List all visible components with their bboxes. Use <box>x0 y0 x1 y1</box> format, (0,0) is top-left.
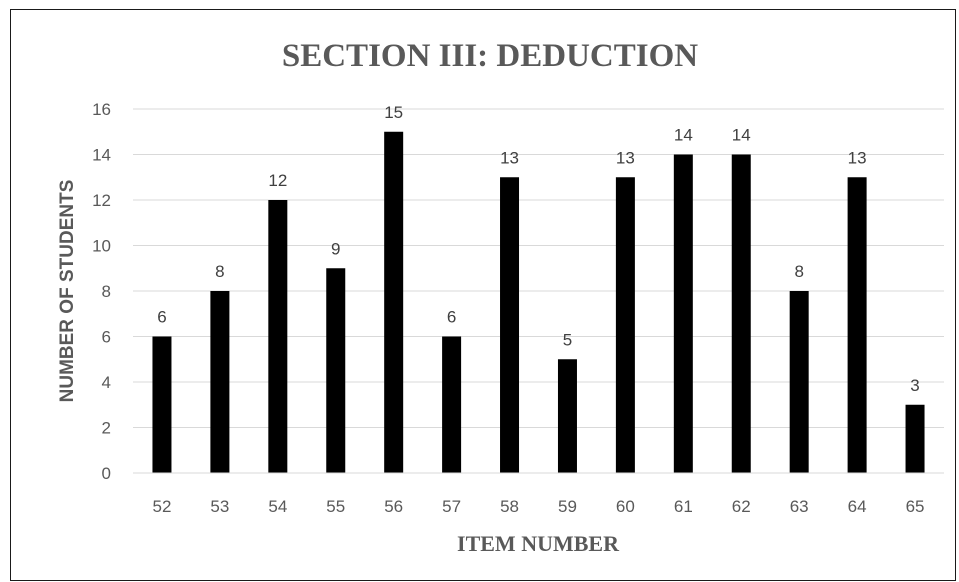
bar-58 <box>500 177 520 473</box>
data-label-58: 13 <box>500 148 519 167</box>
y-tick-label: 8 <box>102 282 111 301</box>
data-label-55: 9 <box>331 239 340 258</box>
y-tick-label: 2 <box>102 419 111 438</box>
y-tick-label: 6 <box>102 328 111 347</box>
bar-55 <box>326 268 346 473</box>
bar-53 <box>210 291 230 473</box>
data-labels: 6 8 12 9 15 6 13 5 13 14 14 8 13 3 <box>157 103 920 395</box>
x-tick-label: 63 <box>790 497 809 516</box>
data-label-56: 15 <box>384 103 403 122</box>
chart-title: SECTION III: DEDUCTION <box>282 38 698 74</box>
data-label-62: 14 <box>732 126 751 145</box>
y-tick-label: 10 <box>92 237 111 256</box>
data-label-61: 14 <box>674 126 693 145</box>
x-tick-label: 60 <box>616 497 635 516</box>
x-tick-label: 52 <box>153 497 172 516</box>
data-label-52: 6 <box>157 308 166 327</box>
x-tick-label: 64 <box>848 497 867 516</box>
y-tick-label: 16 <box>92 100 111 119</box>
bar-62 <box>731 154 751 473</box>
y-tick-label: 12 <box>92 191 111 210</box>
data-label-53: 8 <box>215 262 224 281</box>
bars <box>152 131 925 473</box>
bar-57 <box>442 336 462 473</box>
x-axis-ticks: 52 53 54 55 56 57 58 59 60 61 62 63 64 65 <box>153 497 925 516</box>
data-label-65: 3 <box>910 376 919 395</box>
x-tick-label: 55 <box>326 497 345 516</box>
x-tick-label: 53 <box>210 497 229 516</box>
y-axis-ticks: 0 2 4 6 8 10 12 14 16 <box>92 100 111 483</box>
bar-64 <box>847 177 867 473</box>
gridlines <box>133 108 944 428</box>
x-tick-label: 56 <box>384 497 403 516</box>
y-tick-label: 4 <box>102 373 111 392</box>
data-label-60: 13 <box>616 148 635 167</box>
data-label-57: 6 <box>447 308 456 327</box>
bar-52 <box>152 336 172 473</box>
y-axis-title: NUMBER OF STUDENTS <box>57 180 78 403</box>
x-tick-label: 61 <box>674 497 693 516</box>
x-tick-label: 62 <box>732 497 751 516</box>
y-tick-label: 0 <box>102 464 111 483</box>
bar-59 <box>557 359 577 473</box>
data-label-59: 5 <box>563 330 572 349</box>
x-tick-label: 59 <box>558 497 577 516</box>
y-tick-label: 14 <box>92 146 111 165</box>
bar-60 <box>615 177 635 473</box>
x-tick-label: 54 <box>268 497 287 516</box>
bar-63 <box>789 291 809 473</box>
data-label-63: 8 <box>794 262 803 281</box>
x-tick-label: 65 <box>906 497 925 516</box>
bar-65 <box>905 404 925 473</box>
data-label-64: 13 <box>848 148 867 167</box>
x-tick-label: 58 <box>500 497 519 516</box>
bar-56 <box>384 131 404 473</box>
x-axis-title: ITEM NUMBER <box>457 531 620 556</box>
data-label-54: 12 <box>268 171 287 190</box>
bar-61 <box>673 154 693 473</box>
bar-54 <box>268 200 288 473</box>
x-tick-label: 57 <box>442 497 461 516</box>
